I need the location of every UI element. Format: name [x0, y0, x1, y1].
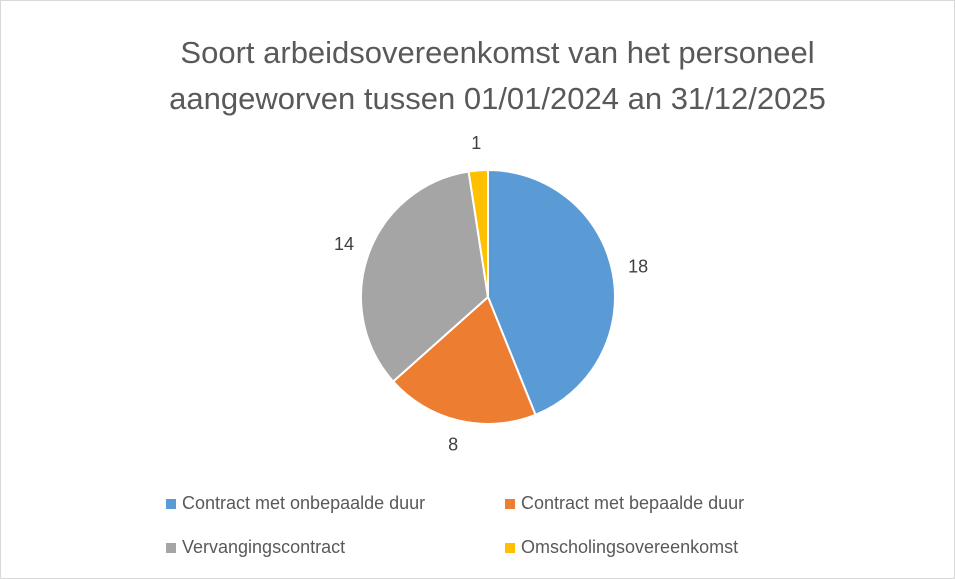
data-label: 18 — [628, 257, 648, 277]
legend-label: Contract met onbepaalde duur — [182, 493, 425, 513]
data-label: 1 — [471, 133, 481, 153]
legend-label: Contract met bepaalde duur — [521, 493, 744, 513]
legend-swatch — [166, 499, 176, 509]
legend-swatch — [505, 543, 515, 553]
data-label: 8 — [448, 435, 458, 455]
pie-slice — [391, 295, 537, 425]
pie-slice — [360, 170, 490, 383]
pie-slice — [487, 168, 616, 417]
legend-swatch — [166, 543, 176, 553]
data-label: 14 — [334, 234, 354, 254]
legend-swatch — [505, 499, 515, 509]
legend-label: Omscholingsovereenkomst — [521, 537, 738, 557]
pie-slice — [467, 168, 489, 298]
legend-label: Vervangingscontract — [182, 537, 345, 557]
chart-title: Soort arbeidsovereenkomst van het person… — [169, 35, 826, 116]
